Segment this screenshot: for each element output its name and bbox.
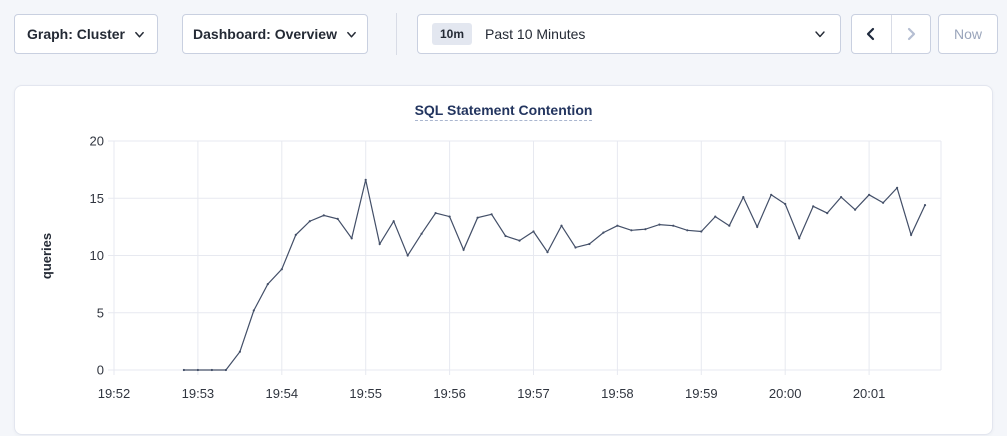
data-point	[336, 217, 339, 220]
data-point	[882, 201, 885, 204]
x-tick-label: 19:54	[266, 386, 299, 401]
chart-title[interactable]: SQL Statement Contention	[414, 102, 593, 121]
data-point	[644, 228, 647, 231]
y-tick-label: 5	[97, 305, 104, 320]
data-point	[308, 220, 311, 223]
data-point	[686, 229, 689, 232]
chevron-down-icon	[135, 31, 144, 38]
data-point	[182, 368, 185, 372]
y-tick-label: 10	[90, 248, 104, 263]
data-point	[350, 237, 353, 240]
data-point	[616, 224, 619, 227]
data-point	[896, 186, 899, 189]
data-point	[546, 251, 549, 254]
x-tick-label: 20:00	[769, 386, 802, 401]
x-tick-label: 19:53	[182, 386, 215, 401]
x-tick-label: 19:58	[601, 386, 634, 401]
data-point	[812, 205, 815, 208]
time-range-dropdown[interactable]: 10m Past 10 Minutes	[417, 14, 841, 54]
time-back-button[interactable]	[852, 15, 892, 53]
chart-title-row: SQL Statement Contention	[15, 102, 992, 121]
data-point	[854, 208, 857, 211]
sql-contention-chart: 0 5 10 15 20 19:52 19:53 19:54 19:55 19:56 19:57 19…	[39, 134, 942, 401]
data-point	[392, 220, 395, 223]
x-tick-label: 20:01	[853, 386, 886, 401]
x-tick-label: 19:52	[98, 386, 131, 401]
y-tick-label: 15	[90, 191, 104, 206]
data-point	[532, 230, 535, 233]
data-point	[784, 202, 787, 206]
data-point	[364, 178, 367, 181]
data-point	[923, 204, 927, 207]
data-point	[910, 233, 913, 236]
data-point	[210, 368, 213, 372]
data-point	[238, 350, 241, 353]
x-tick-label: 19:55	[349, 386, 382, 401]
x-tick-label: 19:56	[433, 386, 466, 401]
data-point	[266, 283, 269, 286]
x-tick-label: 19:59	[685, 386, 718, 401]
data-point	[406, 254, 409, 257]
data-point	[700, 230, 703, 233]
data-point	[434, 212, 437, 215]
chevron-down-icon	[815, 31, 825, 38]
toolbar-divider	[396, 13, 397, 55]
chevron-left-icon	[867, 27, 875, 41]
graph-selector-label: Graph: Cluster	[26, 26, 125, 42]
data-point	[280, 268, 283, 271]
y-tick-label: 20	[90, 134, 104, 149]
data-point	[728, 224, 731, 227]
data-point	[294, 233, 297, 236]
time-nav-group	[851, 14, 931, 54]
chevron-down-icon	[347, 31, 356, 38]
data-point	[742, 196, 745, 199]
chevron-right-icon	[907, 27, 915, 41]
time-range-label: Past 10 Minutes	[485, 26, 586, 42]
data-point	[630, 229, 633, 232]
data-point	[868, 193, 871, 196]
x-tick-label: 19:57	[517, 386, 550, 401]
data-point	[714, 215, 717, 218]
data-point	[672, 224, 675, 227]
data-point	[462, 248, 465, 251]
y-axis-label: queries	[39, 233, 54, 279]
data-point	[518, 239, 521, 242]
data-point	[322, 214, 325, 217]
data-point	[770, 193, 773, 196]
chart-card: SQL Statement Contention 0 5 10 15 20 19:52 19…	[14, 85, 993, 435]
data-point	[588, 242, 591, 246]
data-point	[420, 232, 423, 235]
y-tick-label: 0	[97, 363, 104, 378]
dashboard-selector-dropdown[interactable]: Dashboard: Overview	[182, 14, 368, 54]
data-point	[490, 213, 493, 216]
data-point	[504, 234, 507, 238]
graph-selector-dropdown[interactable]: Graph: Cluster	[14, 14, 158, 54]
data-point	[252, 309, 255, 312]
data-point	[574, 246, 577, 249]
dashboard-selector-label: Dashboard: Overview	[193, 26, 337, 42]
data-point	[476, 216, 479, 219]
data-point	[756, 225, 759, 228]
data-point	[602, 231, 605, 234]
data-point	[448, 215, 451, 218]
contention-series-line	[183, 179, 926, 371]
data-point	[378, 242, 381, 246]
time-range-badge: 10m	[432, 23, 473, 45]
now-button[interactable]: Now	[938, 14, 998, 54]
data-point	[658, 223, 661, 226]
data-point	[196, 368, 199, 372]
data-point	[826, 212, 829, 215]
data-point	[560, 224, 563, 227]
data-point	[798, 237, 801, 240]
data-point	[840, 196, 843, 199]
data-point	[224, 368, 227, 372]
time-forward-button[interactable]	[892, 15, 931, 53]
